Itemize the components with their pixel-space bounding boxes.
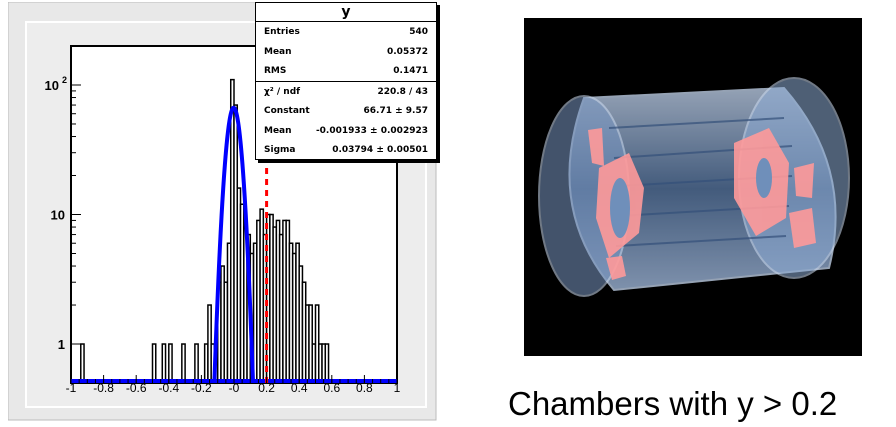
y-tick-label: 1 xyxy=(58,337,65,352)
stats-value: 540 xyxy=(409,27,428,37)
x-tick-label: -0.2 xyxy=(191,381,212,395)
histogram-bin xyxy=(80,343,85,384)
stats-title: y xyxy=(256,3,436,22)
detector-render xyxy=(538,77,850,297)
x-tick-label: -0.8 xyxy=(93,381,114,395)
stats-row: Sigma 0.03794 ± 0.00501 xyxy=(256,140,436,160)
x-tick-label: 0.2 xyxy=(258,381,275,395)
stats-label: Sigma xyxy=(264,145,296,155)
gaussian-fit-curve xyxy=(212,105,255,381)
x-tick-label: -0.6 xyxy=(126,381,147,395)
stats-value: -0.001933 ± 0.002923 xyxy=(315,125,428,136)
y-tick-label: 10 xyxy=(45,78,59,93)
histogram-bin xyxy=(324,343,330,384)
stats-row: χ² / ndf 220.8 / 43 xyxy=(256,80,436,102)
left-hub xyxy=(610,178,630,238)
stats-row: Constant 66.71 ± 9.57 xyxy=(256,101,436,121)
stats-rows: Entries 540 Mean 0.05372 RMS 0.1471 χ² / ndf 22… xyxy=(256,22,436,160)
histogram-bin xyxy=(161,343,167,384)
x-tick-label: -1 xyxy=(66,381,77,395)
x-tick-label: -0.4 xyxy=(158,381,179,395)
y-tick-exponent: 2 xyxy=(62,75,67,85)
stats-value: 0.03794 ± 0.00501 xyxy=(332,145,428,155)
histogram-bin xyxy=(194,343,199,384)
histogram-bin xyxy=(151,343,157,384)
x-tick-label: 0.4 xyxy=(291,381,308,395)
stats-label: Constant xyxy=(264,106,310,116)
stats-row: RMS 0.1471 xyxy=(256,61,436,81)
stats-value: 66.71 ± 9.57 xyxy=(363,106,428,116)
stats-value: 0.05372 xyxy=(387,46,428,57)
stats-box: y Entries 540 Mean 0.05372 RMS 0.1471 χ² / ndf… xyxy=(255,2,437,160)
stats-label: χ² / ndf xyxy=(264,86,301,97)
right-hub xyxy=(756,158,772,198)
stats-label: Entries xyxy=(264,27,300,37)
stats-row: Mean -0.001933 ± 0.002923 xyxy=(256,121,436,141)
detector-3d-view xyxy=(524,18,862,356)
x-tick-label: 1 xyxy=(394,381,401,395)
stats-label: Mean xyxy=(264,125,292,136)
stats-row: Mean 0.05372 xyxy=(256,42,436,62)
histogram-bin xyxy=(181,343,186,384)
stats-value: 0.1471 xyxy=(393,66,428,76)
x-tick-label: -0 xyxy=(229,381,240,395)
y-tick-label: 10 xyxy=(51,208,65,223)
x-axis-ticks: -1 -0.8 -0.6 -0.4 -0.2 -0 0.2 0.4 0.6 0.8 1 xyxy=(66,375,401,395)
stats-label: RMS xyxy=(264,66,287,76)
stats-row: Entries 540 xyxy=(256,22,436,42)
stats-label: Mean xyxy=(264,46,292,57)
x-tick-label: 0.8 xyxy=(356,381,373,395)
detector-caption: Chambers with y > 0.2 xyxy=(508,385,838,422)
x-tick-label: 0.6 xyxy=(323,381,340,395)
stats-value: 220.8 / 43 xyxy=(377,86,428,97)
histogram-panel: -1 -0.8 -0.6 -0.4 -0.2 -0 0.2 0.4 0.6 0.8 1 10 2 10 1… xyxy=(8,2,438,422)
